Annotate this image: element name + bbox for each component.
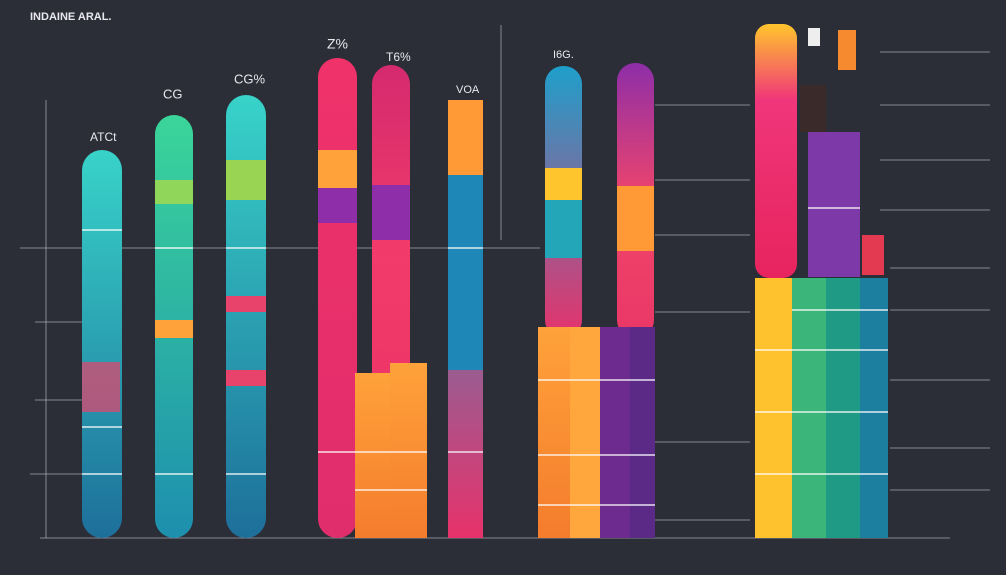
label: CG: [163, 86, 183, 101]
bar-segment: [155, 180, 193, 204]
bar: [600, 327, 630, 538]
bar: [755, 24, 797, 278]
bar-segment: [226, 160, 266, 200]
bar-segment: [318, 188, 357, 223]
bar-segment: [226, 296, 266, 312]
bar-segment: [82, 362, 120, 412]
bottle: [800, 85, 826, 132]
bar: [355, 373, 390, 538]
bar-segment: [448, 100, 483, 175]
bar-segment: [372, 185, 410, 240]
bar-dividers: [82, 207, 888, 506]
bars: [82, 24, 888, 538]
label: I6G.: [553, 49, 574, 61]
title: INDAINE ARAL.: [30, 11, 111, 23]
bar-segment: [226, 370, 266, 386]
bar: [826, 278, 860, 538]
bar: [792, 278, 826, 538]
bar-segment: [545, 200, 582, 258]
bar: [570, 327, 600, 538]
bar: [390, 363, 427, 538]
bar: [82, 150, 122, 538]
bar: [226, 95, 266, 538]
label: Z%: [327, 36, 348, 52]
bar: [808, 132, 860, 277]
label: T6%: [386, 50, 411, 64]
bar: [755, 278, 792, 538]
bottle: [862, 235, 884, 275]
bar-segment: [545, 168, 582, 200]
bar-segment: [617, 186, 654, 251]
bar-segment: [448, 175, 483, 370]
label: ATCt: [90, 130, 117, 144]
bottle-cap: [808, 28, 820, 46]
bar-segment: [318, 150, 357, 188]
bar: [630, 327, 655, 538]
bar: [318, 58, 357, 538]
bottle-cap: [838, 30, 856, 70]
bar: [538, 327, 570, 538]
bar: [860, 278, 888, 538]
label: CG%: [234, 71, 266, 86]
label: VOA: [456, 84, 480, 96]
bar-segment: [155, 320, 193, 338]
